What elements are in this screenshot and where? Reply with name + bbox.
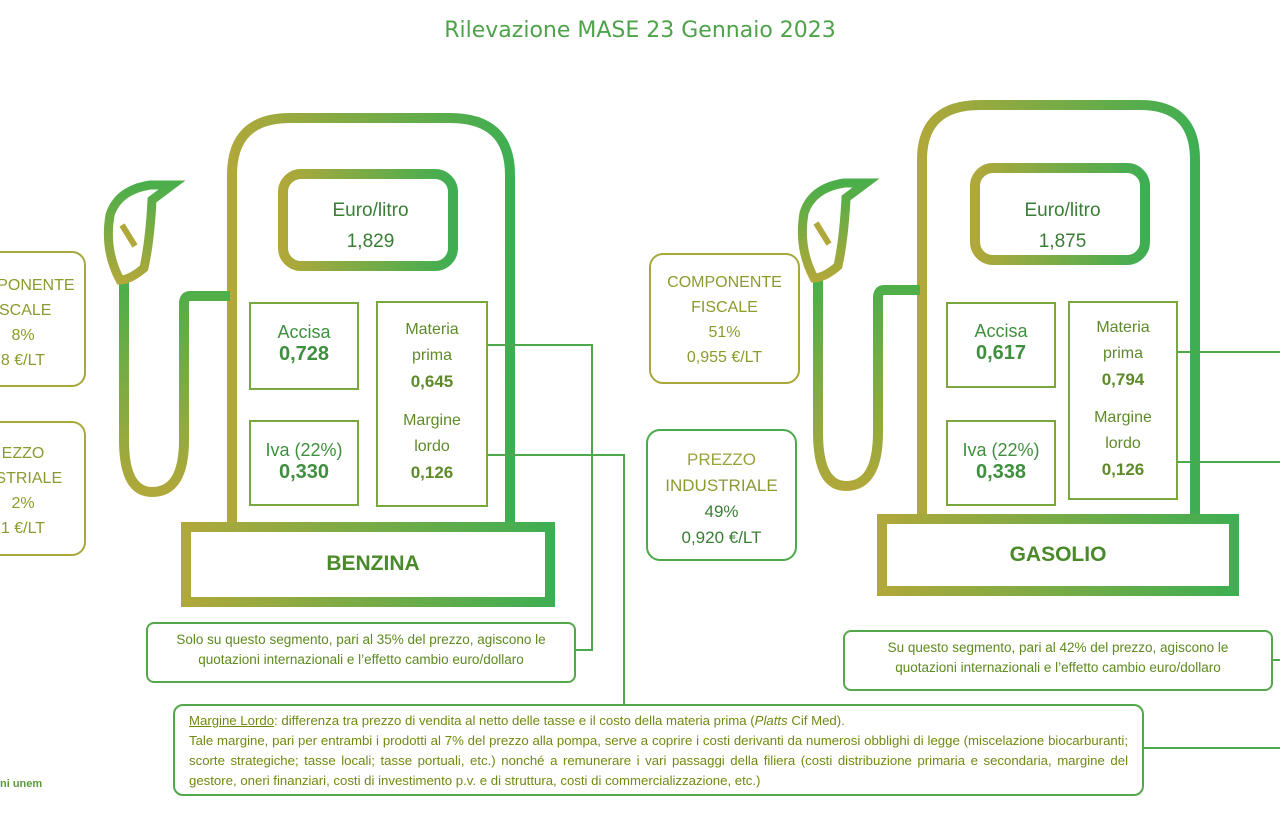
gasolio-note-line1: Su questo segmento, pari al 42% del prez… — [887, 640, 1229, 655]
benzina-industriale-value: 1 €/LT — [0, 520, 46, 537]
benzina-name: BENZINA — [326, 552, 420, 575]
gasolio-industriale-line2: INDUSTRIALE — [665, 476, 778, 495]
gasolio-materia-value: 0,794 — [1101, 370, 1145, 389]
margine-lordo-box: Margine Lordo: differenza tra prezzo di … — [173, 704, 1144, 796]
benzina-componente-fiscale-box: OMPONENTE ISCALE 8% 8 €/LT — [0, 251, 86, 387]
benzina-materia-margine-box: Materia prima 0,645 Margine lordo 0,126 — [376, 301, 488, 507]
gasolio-margine-label-1: Margine — [1094, 409, 1152, 426]
margine-lordo-platts: Platts — [754, 713, 788, 728]
benzina-iva-box: Iva (22%) 0,330 — [249, 420, 359, 506]
gasolio-margine-value: 0,126 — [1101, 460, 1145, 479]
benzina-fiscale-pct: 8% — [11, 327, 35, 344]
gasolio-accisa-value: 0,617 — [975, 342, 1027, 364]
gasolio-fiscale-line1: COMPONENTE — [667, 274, 782, 291]
gasolio-segment-note: Su questo segmento, pari al 42% del prez… — [843, 630, 1273, 691]
gasolio-fiscale-line2: FISCALE — [691, 299, 758, 316]
benzina-euro-value: 1,829 — [346, 231, 395, 252]
benzina-iva-label: Iva (22%) — [265, 440, 343, 460]
gasolio-iva-box: Iva (22%) 0,338 — [946, 420, 1056, 506]
margine-lordo-line1-rest: : differenza tra prezzo di vendita al ne… — [274, 713, 755, 728]
benzina-segment-note: Solo su questo segmento, pari al 35% del… — [146, 622, 576, 683]
benzina-fiscale-line2: ISCALE — [0, 302, 52, 319]
gasolio-accisa-label: Accisa — [974, 321, 1028, 341]
gasolio-fiscale-pct: 51% — [708, 324, 741, 341]
benzina-note-line1: Solo su questo segmento, pari al 35% del… — [176, 632, 546, 647]
benzina-materia-value: 0,645 — [410, 372, 454, 391]
gasolio-fiscale-value: 0,955 €/LT — [686, 349, 763, 366]
gasolio-materia-margine-box: Materia prima 0,794 Margine lordo 0,126 — [1068, 301, 1178, 500]
page-title: Rilevazione MASE 23 Gennaio 2023 — [444, 18, 836, 43]
gasolio-name: GASOLIO — [1009, 543, 1107, 566]
gasolio-materia-label-1: Materia — [1096, 319, 1150, 336]
benzina-fiscale-line1: OMPONENTE — [0, 277, 75, 294]
gasolio-accisa-box: Accisa 0,617 — [946, 302, 1056, 388]
benzina-accisa-box: Accisa 0,728 — [249, 302, 359, 390]
margine-lordo-term: Margine Lordo — [189, 713, 275, 728]
gasolio-note-line2: quotazioni internazionali e l’effetto ca… — [895, 660, 1221, 675]
benzina-materia-label-2: prima — [411, 347, 452, 364]
benzina-margine-value: 0,126 — [410, 463, 454, 482]
benzina-pump-icon — [103, 113, 555, 607]
gasolio-componente-fiscale-box: COMPONENTE FISCALE 51% 0,955 €/LT — [649, 253, 800, 384]
benzina-iva-value: 0,330 — [278, 461, 330, 483]
gasolio-materia-label-2: prima — [1102, 345, 1143, 362]
benzina-prezzo-industriale-box: EZZO USTRIALE 2% 1 €/LT — [0, 421, 86, 556]
gasolio-prezzo-industriale-box: PREZZO INDUSTRIALE 49% 0,920 €/LT — [646, 429, 797, 561]
benzina-note-line2: quotazioni internazionali e l’effetto ca… — [198, 652, 524, 667]
margine-lordo-line1-end: Cif Med). — [787, 713, 845, 728]
gasolio-margine-label-2: lordo — [1105, 435, 1141, 452]
margine-lordo-line1: Margine Lordo: differenza tra prezzo di … — [189, 711, 1128, 731]
benzina-euro-label: Euro/litro — [332, 200, 409, 221]
connector-lines — [488, 344, 1280, 749]
gasolio-pump-icon — [797, 100, 1239, 596]
gasolio-industriale-value: 0,920 €/LT — [681, 528, 762, 547]
benzina-industriale-line1: EZZO — [1, 445, 45, 462]
benzina-materia-label-1: Materia — [405, 321, 459, 338]
benzina-accisa-label: Accisa — [277, 322, 331, 342]
benzina-margine-label-1: Margine — [403, 412, 461, 429]
gasolio-iva-value: 0,338 — [975, 461, 1027, 483]
benzina-accisa-value: 0,728 — [278, 343, 330, 365]
gasolio-industriale-line1: PREZZO — [687, 450, 756, 469]
gasolio-euro-label: Euro/litro — [1024, 200, 1101, 221]
gasolio-iva-label: Iva (22%) — [962, 440, 1040, 460]
benzina-fiscale-value: 8 €/LT — [0, 352, 46, 369]
benzina-industriale-pct: 2% — [11, 495, 35, 512]
benzina-industriale-line2: USTRIALE — [0, 470, 63, 487]
source-credit: ni unem — [0, 778, 43, 790]
gasolio-euro-value: 1,875 — [1038, 231, 1087, 252]
gasolio-industriale-pct: 49% — [704, 502, 739, 521]
margine-lordo-body: Tale margine, pari per entrambi i prodot… — [189, 733, 1128, 788]
benzina-margine-label-2: lordo — [414, 438, 450, 455]
